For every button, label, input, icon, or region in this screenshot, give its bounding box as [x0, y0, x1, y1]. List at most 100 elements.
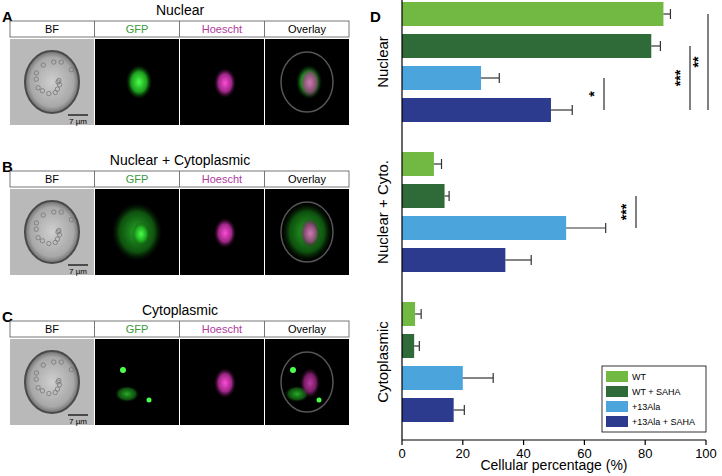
error-bar — [481, 73, 499, 83]
header-box — [10, 171, 349, 187]
x-axis-line — [402, 439, 706, 440]
fluor-background — [180, 339, 264, 425]
legend-swatch — [606, 401, 628, 412]
bf-texture — [41, 363, 45, 367]
bar — [402, 184, 445, 208]
x-tick — [584, 440, 585, 445]
bf-cell — [25, 51, 79, 113]
error-stem — [434, 163, 442, 164]
bf-texture — [57, 83, 61, 87]
bf-texture — [52, 210, 56, 214]
channel-label: GFP — [126, 173, 149, 185]
error-bar — [663, 9, 670, 19]
legend-box — [602, 366, 706, 432]
error-cap — [464, 405, 465, 415]
error-bar — [463, 373, 493, 383]
micrograph — [95, 339, 179, 425]
fluor-background — [265, 339, 349, 425]
legend-label: WT + SAHA — [632, 387, 681, 397]
overlay-outline — [281, 202, 333, 262]
channel-label: Overlay — [288, 323, 326, 335]
channel-label: Overlay — [288, 173, 326, 185]
hoechst-signal — [214, 368, 236, 398]
bar — [402, 334, 414, 358]
error-bar — [551, 105, 572, 115]
x-tick — [523, 440, 524, 445]
header-divider — [94, 21, 95, 37]
channel-label: Hoescht — [202, 323, 242, 335]
error-cap — [605, 223, 606, 233]
significance-line — [708, 14, 709, 110]
micrograph — [180, 339, 264, 425]
fluor-background — [180, 189, 264, 275]
error-stem — [481, 77, 499, 78]
scale-label: 7 µm — [69, 117, 87, 126]
significance-line — [690, 46, 691, 110]
channel-label: GFP — [126, 323, 149, 335]
bf-texture — [34, 227, 38, 231]
category-label: Nuclear + Cyto. — [374, 160, 391, 264]
bar — [402, 66, 481, 90]
gfp-signal — [126, 65, 152, 99]
gfp-speck — [147, 398, 152, 403]
y-axis-line — [401, 0, 402, 440]
micrograph — [265, 39, 349, 125]
gfp-signal — [282, 203, 332, 261]
plot-area — [402, 2, 670, 422]
bf-cell — [25, 351, 79, 413]
bf-texture — [69, 67, 73, 71]
gfp-signal — [115, 386, 139, 402]
error-stem — [415, 313, 421, 314]
bf-texture — [52, 360, 56, 364]
error-cap — [572, 105, 573, 115]
significance-line — [604, 78, 605, 110]
error-stem — [505, 259, 531, 260]
micrograph — [95, 189, 179, 275]
bf-cell — [25, 201, 79, 263]
bf-background — [10, 339, 94, 425]
bf-texture — [57, 228, 61, 232]
error-bar — [505, 255, 531, 265]
bf-texture — [57, 78, 61, 82]
legend: WTWT + SAHA+13Ala+13Ala + SAHA — [602, 366, 706, 432]
micrograph — [265, 189, 349, 275]
hoechst-signal — [214, 218, 236, 248]
header-divider — [179, 321, 180, 337]
gfp-signal — [112, 203, 162, 261]
bf-texture — [47, 91, 51, 95]
bf-texture — [34, 377, 38, 381]
bf-texture — [69, 217, 73, 221]
hoechst-signal — [214, 68, 236, 98]
bf-texture — [53, 240, 57, 244]
panel-title: Cytoplasmic — [142, 302, 218, 318]
x-tick-label: 0 — [398, 446, 405, 461]
error-cap — [493, 373, 494, 383]
bar — [402, 398, 454, 422]
category-label: Cytoplasmic — [374, 321, 391, 403]
error-stem — [663, 13, 670, 14]
hoechst-signal — [300, 68, 320, 98]
header-box — [10, 21, 349, 37]
error-cap — [499, 73, 500, 83]
header-box — [10, 321, 349, 337]
legend-swatch — [606, 386, 628, 397]
error-cap — [441, 159, 442, 169]
header-divider — [179, 171, 180, 187]
scale-bar — [68, 414, 88, 415]
channel-label: BF — [45, 173, 59, 185]
bf-texture — [41, 63, 45, 67]
x-axis-title: Cellular percentage (%) — [480, 457, 627, 473]
error-bar — [434, 159, 442, 169]
scale-label: 7 µm — [69, 267, 87, 276]
significance-label: *** — [672, 69, 688, 86]
bar — [402, 152, 434, 176]
significance-label: *** — [618, 203, 634, 220]
error-stem — [566, 227, 606, 228]
legend-label: +13Ala + SAHA — [632, 417, 695, 427]
header-divider — [264, 321, 265, 337]
error-cap — [531, 255, 532, 265]
bf-texture — [34, 371, 38, 375]
error-stem — [651, 45, 660, 46]
x-tick — [705, 440, 706, 445]
legend-swatch — [606, 371, 628, 382]
